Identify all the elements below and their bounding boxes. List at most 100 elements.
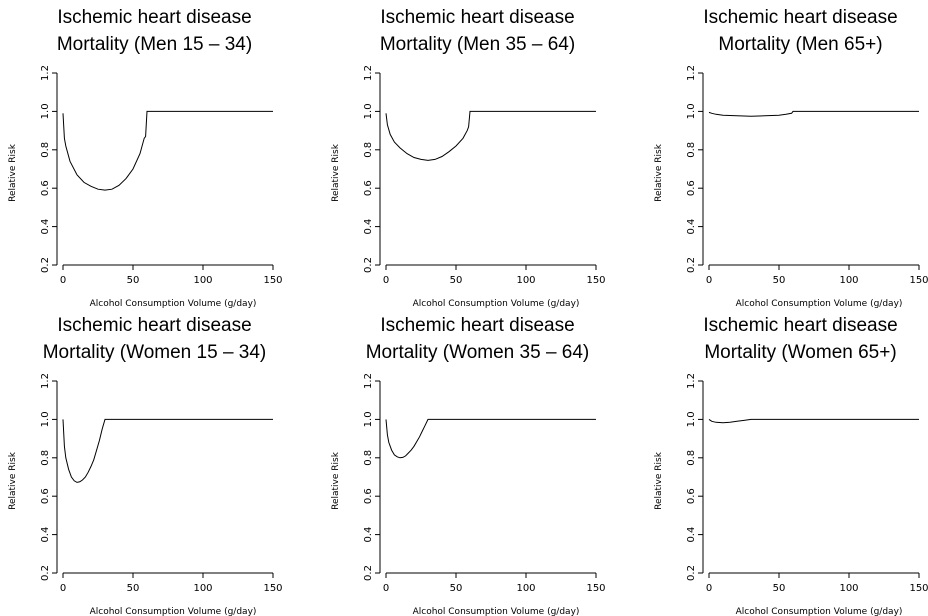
chart-subtitle: Mortality (Women 35 – 64) — [365, 342, 590, 363]
relative-risk-line — [62, 418, 273, 483]
x-tick-label: 0 — [383, 275, 389, 286]
chart-subtitle: Mortality (Men 65+) — [718, 34, 883, 55]
y-tick-label: 0.4 — [363, 527, 374, 543]
chart-panel: Ischemic heart disease Mortality (Women 6… — [646, 308, 928, 616]
relative-risk-line — [708, 418, 919, 424]
y-tick-label: 1.2 — [686, 373, 697, 389]
x-axis-title: Alcohol Consumption Volume (g/day) — [736, 299, 903, 309]
x-tick-label: 150 — [586, 583, 605, 594]
y-tick-label: 0.8 — [686, 450, 697, 466]
chart-subtitle: Mortality (Men 15 – 34) — [56, 34, 253, 55]
y-tick-label: 0.6 — [363, 488, 374, 504]
y-tick-label: 0.2 — [363, 565, 374, 581]
y-tick-label: 0.2 — [686, 565, 697, 581]
y-tick-label: 1.2 — [363, 373, 374, 389]
x-tick-label: 50 — [450, 583, 463, 594]
y-tick-label: 1.0 — [40, 411, 51, 427]
x-tick-label: 150 — [909, 583, 928, 594]
chart-title: Ischemic heart disease — [57, 7, 252, 28]
y-tick-label: 0.6 — [363, 180, 374, 196]
x-tick-label: 50 — [127, 275, 140, 286]
y-tick-label: 0.8 — [363, 450, 374, 466]
chart-svg: 0 50 100 150 0.2 0.4 0.6 0.8 1.0 1.2 Alcohol Consu… — [654, 65, 928, 309]
x-tick-label: 150 — [263, 275, 282, 286]
y-tick-label: 1.0 — [686, 411, 697, 427]
y-tick-label: 0.2 — [40, 257, 51, 273]
chart-panel: Ischemic heart disease Mortality (Men 15 … — [0, 0, 309, 309]
x-tick-label: 150 — [909, 275, 928, 286]
y-tick-label: 1.2 — [363, 65, 374, 81]
x-tick-label: 0 — [60, 583, 66, 594]
y-tick-label: 1.0 — [363, 103, 374, 119]
chart-panel: Ischemic heart disease Mortality (Men 35 … — [323, 0, 632, 309]
chart-subtitle: Mortality (Women 15 – 34) — [42, 342, 267, 363]
y-tick-label: 0.4 — [686, 527, 697, 543]
y-axis-title: Relative Risk — [331, 451, 341, 510]
y-tick-label: 0.4 — [363, 219, 374, 235]
y-tick-label: 1.0 — [363, 411, 374, 427]
y-tick-label: 0.6 — [686, 488, 697, 504]
relative-risk-line — [385, 110, 596, 161]
y-tick-label: 1.2 — [40, 65, 51, 81]
x-tick-label: 0 — [706, 275, 712, 286]
y-tick-label: 0.2 — [686, 257, 697, 273]
x-tick-label: 0 — [706, 583, 712, 594]
chart-svg: 0 50 100 150 0.2 0.4 0.6 0.8 1.0 1.2 Alcohol Consu… — [8, 65, 283, 309]
chart-subtitle: Mortality (Men 35 – 64) — [379, 34, 576, 55]
y-tick-label: 0.6 — [686, 180, 697, 196]
x-tick-label: 100 — [839, 275, 858, 286]
x-axis-title: Alcohol Consumption Volume (g/day) — [90, 299, 257, 309]
x-tick-label: 50 — [450, 275, 463, 286]
y-tick-label: 0.4 — [686, 219, 697, 235]
x-tick-label: 100 — [516, 583, 535, 594]
chart-title: Ischemic heart disease — [703, 315, 898, 336]
chart-panel: Ischemic heart disease Mortality (Men 65+… — [646, 0, 928, 309]
y-tick-label: 0.8 — [686, 142, 697, 158]
x-tick-label: 0 — [383, 583, 389, 594]
y-tick-label: 0.6 — [40, 488, 51, 504]
x-axis-title: Alcohol Consumption Volume (g/day) — [90, 607, 257, 616]
chart-svg: 0 50 100 150 0.2 0.4 0.6 0.8 1.0 1.2 Alcohol Consu… — [331, 373, 606, 616]
chart-title: Ischemic heart disease — [57, 315, 252, 336]
chart-svg: 0 50 100 150 0.2 0.4 0.6 0.8 1.0 1.2 Alcohol Consu… — [654, 373, 928, 616]
y-tick-label: 0.2 — [40, 565, 51, 581]
x-tick-label: 150 — [586, 275, 605, 286]
chart-title: Ischemic heart disease — [703, 7, 898, 28]
x-tick-label: 50 — [773, 583, 786, 594]
y-tick-label: 1.2 — [686, 65, 697, 81]
chart-title: Ischemic heart disease — [380, 7, 575, 28]
relative-risk-line — [385, 418, 596, 459]
x-axis-title: Alcohol Consumption Volume (g/day) — [736, 607, 903, 616]
y-tick-label: 1.0 — [686, 103, 697, 119]
y-tick-label: 1.0 — [40, 103, 51, 119]
chart-panel: Ischemic heart disease Mortality (Women 1… — [0, 308, 309, 616]
y-tick-label: 0.8 — [363, 142, 374, 158]
x-tick-label: 0 — [60, 275, 66, 286]
relative-risk-line — [62, 110, 273, 191]
y-tick-label: 0.4 — [40, 219, 51, 235]
x-tick-label: 100 — [193, 275, 212, 286]
y-axis-title: Relative Risk — [654, 143, 664, 202]
x-tick-label: 150 — [263, 583, 282, 594]
chart-svg: 0 50 100 150 0.2 0.4 0.6 0.8 1.0 1.2 Alcohol Consu… — [331, 65, 606, 309]
x-axis-title: Alcohol Consumption Volume (g/day) — [413, 607, 580, 616]
chart-subtitle: Mortality (Women 65+) — [704, 342, 897, 363]
chart-title: Ischemic heart disease — [380, 315, 575, 336]
y-axis-title: Relative Risk — [8, 451, 18, 510]
y-axis-title: Relative Risk — [331, 143, 341, 202]
y-tick-label: 0.8 — [40, 450, 51, 466]
x-axis-title: Alcohol Consumption Volume (g/day) — [413, 299, 580, 309]
y-tick-label: 0.4 — [40, 527, 51, 543]
relative-risk-line — [708, 110, 919, 117]
y-tick-label: 0.2 — [363, 257, 374, 273]
y-tick-label: 0.6 — [40, 180, 51, 196]
x-tick-label: 50 — [773, 275, 786, 286]
y-tick-label: 1.2 — [40, 373, 51, 389]
chart-panel: Ischemic heart disease Mortality (Women 3… — [323, 308, 632, 616]
chart-svg: 0 50 100 150 0.2 0.4 0.6 0.8 1.0 1.2 Alcohol Consu… — [8, 373, 283, 616]
x-tick-label: 100 — [193, 583, 212, 594]
y-axis-title: Relative Risk — [8, 143, 18, 202]
x-tick-label: 50 — [127, 583, 140, 594]
x-tick-label: 100 — [839, 583, 858, 594]
y-axis-title: Relative Risk — [654, 451, 664, 510]
